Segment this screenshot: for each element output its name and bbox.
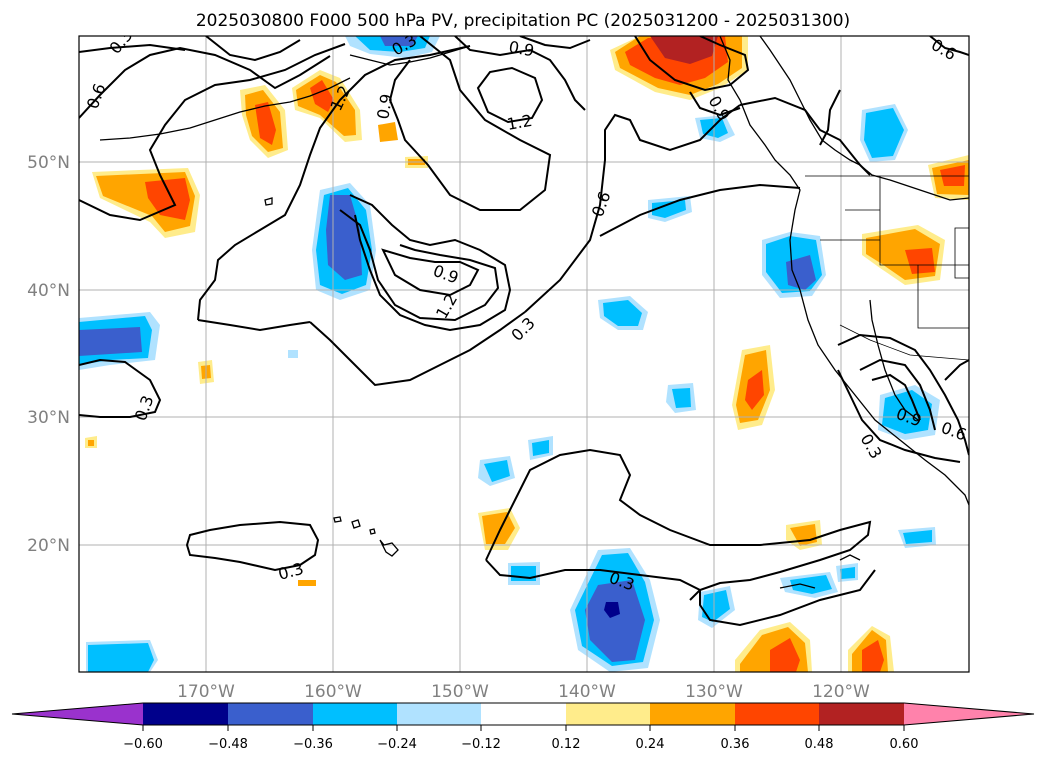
colorbar-segment — [735, 703, 819, 725]
contour-label: 1.2 — [505, 111, 533, 134]
colorbar-segment — [566, 703, 650, 725]
longitude-labels: 170°W 160°W 150°W 140°W 130°W 120°W — [177, 682, 870, 702]
lat-label-50n: 50°N — [27, 153, 70, 173]
lon-label-120w: 120°W — [812, 682, 870, 702]
colorbar-over-extension — [904, 703, 1034, 725]
colorbar-segment — [481, 703, 566, 725]
lon-label-170w: 170°W — [177, 682, 235, 702]
colorbar-segment — [313, 703, 397, 725]
colorbar-tick-label: −0.12 — [461, 737, 501, 752]
lon-label-160w: 160°W — [304, 682, 362, 702]
colorbar-tick-label: 0.48 — [805, 737, 834, 752]
contour-label: 0.9 — [507, 37, 535, 60]
colorbar-segment — [228, 703, 313, 725]
colorbar-segment — [650, 703, 735, 725]
colorbar-tick-label: −0.36 — [293, 737, 333, 752]
colorbar-tick-label: 0.36 — [721, 737, 750, 752]
colorbar-segment — [397, 703, 481, 725]
borders — [805, 175, 969, 361]
pv-contours — [79, 36, 969, 627]
lat-label-40n: 40°N — [27, 281, 70, 301]
contour-label: 0.9 — [373, 92, 396, 120]
colorbar-tick-label: 0.24 — [636, 737, 665, 752]
coastlines — [99, 36, 969, 589]
colorbar-tick-label: 0.60 — [890, 737, 919, 752]
figure-title: 2025030800 F000 500 hPa PV, precipitatio… — [196, 11, 850, 31]
lon-label-130w: 130°W — [685, 682, 743, 702]
colorbar-tick-label: −0.48 — [208, 737, 248, 752]
colorbar-tick-label: 0.12 — [552, 737, 581, 752]
colorbar-under-extension — [12, 703, 143, 725]
colorbar-tick-label: −0.60 — [123, 737, 163, 752]
lat-label-30n: 30°N — [27, 408, 70, 428]
colorbar-segment — [143, 703, 228, 725]
lon-label-140w: 140°W — [558, 682, 616, 702]
colorbar-segment — [819, 703, 904, 725]
colorbar: −0.60 −0.48 −0.36 −0.24 −0.12 0.12 0.24 … — [11, 702, 1035, 752]
colorbar-ticks — [142, 725, 905, 731]
colorbar-tick-label: −0.24 — [377, 737, 417, 752]
map-area: 0.3 0.6 1.2 0.9 0.9 1.2 0.6 0.9 1.2 0.3 … — [79, 36, 969, 672]
lon-label-150w: 150°W — [431, 682, 489, 702]
graticule — [79, 36, 969, 672]
map-frame — [78, 35, 970, 673]
lat-label-20n: 20°N — [27, 536, 70, 556]
latitude-labels: 50°N 40°N 30°N 20°N — [27, 153, 70, 556]
